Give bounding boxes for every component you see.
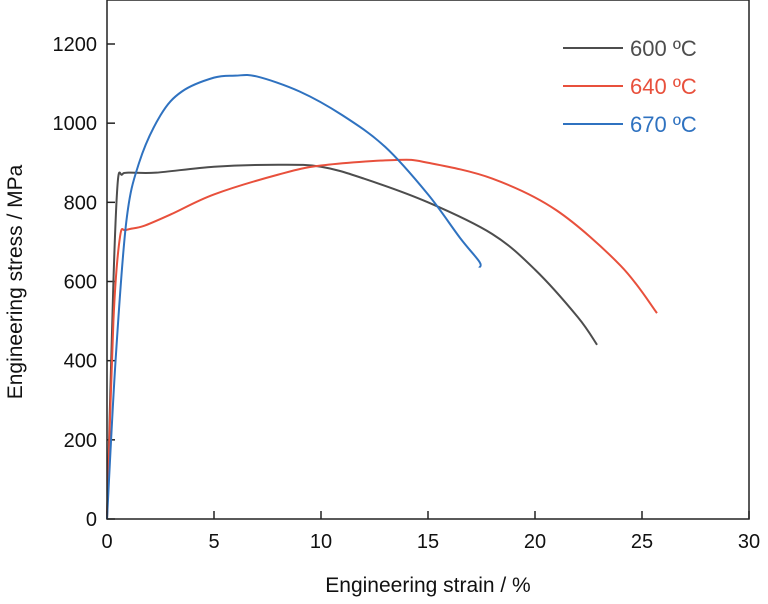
y-tick-label: 1200	[53, 34, 98, 56]
x-tick-label: 15	[417, 531, 439, 553]
y-tick-label: 600	[64, 272, 97, 294]
x-axis-label: Engineering strain / %	[325, 574, 530, 597]
legend: 600 ºC 640 ºC 670 ºC	[563, 36, 697, 137]
series-line-640	[106, 158, 658, 520]
x-tick-label: 30	[738, 531, 760, 553]
series-line-670	[106, 73, 482, 520]
legend-label: 640 ºC	[630, 74, 697, 99]
series-line-600	[106, 163, 598, 520]
x-tick-label: 10	[310, 531, 332, 553]
x-tick-label: 5	[208, 531, 219, 553]
y-tick-label: 200	[64, 430, 97, 452]
x-tick-label: 25	[631, 531, 653, 553]
x-tick-label: 20	[524, 531, 546, 553]
y-tick-label: 0	[86, 509, 97, 531]
y-tick-label: 1000	[53, 113, 98, 135]
legend-label: 670 ºC	[630, 112, 697, 137]
x-tick-label: 0	[101, 531, 112, 553]
y-tick-label: 400	[64, 351, 97, 373]
y-tick-label: 800	[64, 192, 97, 214]
legend-label: 600 ºC	[630, 36, 697, 61]
plot-frame	[106, 0, 750, 520]
y-axis-label: Engineering stress / MPa	[4, 164, 27, 399]
